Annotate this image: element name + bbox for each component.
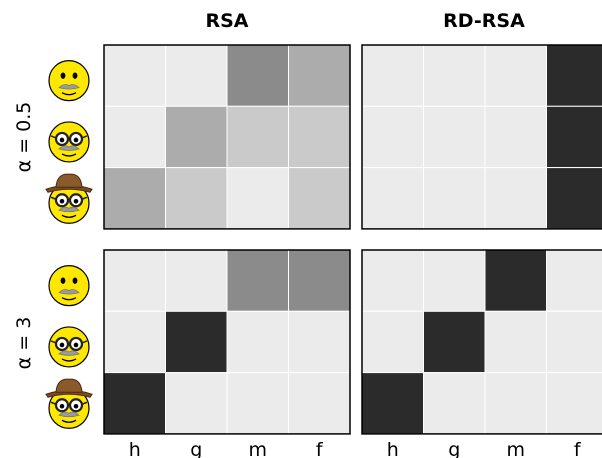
heatmap-cell (288, 249, 351, 312)
row-label-alpha-0-5: α = 0.5 (13, 102, 35, 173)
heatmap-cell (361, 44, 424, 107)
heatmap-cell (103, 167, 166, 230)
heatmap-cell (165, 310, 228, 374)
heatmap-cell (361, 372, 424, 435)
heatmap-cell (484, 167, 547, 230)
heatmap-cell (165, 249, 228, 312)
hat-glasses-mustache-face-icon (45, 378, 93, 429)
heatmap-cell (288, 167, 351, 230)
heatmap-cell (484, 310, 547, 374)
x-tick-label-g: g (190, 439, 202, 458)
heatmap-cell (103, 372, 166, 435)
heatmap-cell (361, 167, 424, 230)
panel-frame (361, 44, 602, 230)
heatmap-cell (226, 310, 289, 374)
panel-frame (103, 249, 351, 435)
panel-rsa-row-1 (103, 44, 351, 230)
heatmap-cell (226, 372, 289, 435)
heatmap-cell (226, 249, 289, 312)
heatmap-cell (361, 310, 424, 374)
panel-frame (103, 44, 351, 230)
heatmap-cell (165, 44, 228, 107)
heatmap-cell (226, 44, 289, 107)
heatmap-cell (546, 167, 602, 230)
heatmap-cell (288, 372, 351, 435)
heatmap-cell (103, 44, 166, 107)
heatmap-cell (103, 310, 166, 374)
column-title-rsa: RSA (205, 10, 248, 32)
column-title-rd-rsa: RD-RSA (443, 10, 525, 32)
heatmap-cell (288, 44, 351, 107)
heatmap-cell (484, 372, 547, 435)
heatmap-cell (103, 105, 166, 169)
heatmap-cell (165, 167, 228, 230)
heatmap-cell (423, 249, 486, 312)
heatmap-cell (484, 44, 547, 107)
x-tick-label-m: m (248, 439, 267, 458)
panel-frame (361, 249, 602, 435)
heatmap-cell (484, 105, 547, 169)
heatmap-cell (423, 310, 486, 374)
x-tick-label-h: h (129, 439, 141, 458)
glasses-mustache-face-icon (48, 121, 90, 163)
heatmap-cell (546, 44, 602, 107)
heatmap-cell (226, 167, 289, 230)
heatmap-cell (361, 249, 424, 312)
heatmap-cell (103, 249, 166, 312)
heatmap-cell (423, 372, 486, 435)
mustache-face-icon (48, 265, 90, 307)
heatmap-cell (484, 249, 547, 312)
heatmap-cell (423, 105, 486, 169)
panel-rd-rsa-row-1 (361, 44, 602, 230)
heatmap-cell (546, 310, 602, 374)
heatmap-cell (165, 105, 228, 169)
heatmap-cell (546, 105, 602, 169)
heatmap-cell (288, 105, 351, 169)
heatmap-cell (546, 372, 602, 435)
x-tick-label-h: h (387, 439, 399, 458)
panel-rd-rsa-row-2 (361, 249, 602, 435)
heatmap-cell (361, 105, 424, 169)
panel-rsa-row-2 (103, 249, 351, 435)
heatmap-cell (546, 249, 602, 312)
hat-glasses-mustache-face-icon (45, 173, 93, 224)
glasses-mustache-face-icon (48, 326, 90, 368)
heatmap-cell (288, 310, 351, 374)
heatmap-cell (423, 167, 486, 230)
x-tick-label-m: m (506, 439, 525, 458)
x-tick-label-f: f (316, 439, 324, 458)
row-label-alpha-3: α = 3 (13, 317, 35, 370)
x-tick-label-f: f (574, 439, 582, 458)
heatmap-cell (423, 44, 486, 107)
heatmap-cell (226, 105, 289, 169)
heatmap-cell (165, 372, 228, 435)
mustache-face-icon (48, 60, 90, 102)
x-tick-label-g: g (448, 439, 460, 458)
